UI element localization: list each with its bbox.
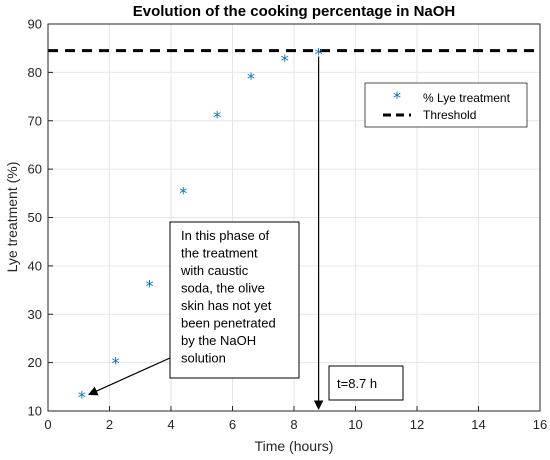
x-tick-labels: 0 2 4 6 8 10 12 14 16 (44, 417, 547, 432)
x-tick-label: 10 (348, 417, 362, 432)
x-tick-label: 0 (44, 417, 51, 432)
legend-label-lye: % Lye treatment (423, 91, 511, 105)
y-tick-label: 80 (28, 65, 42, 80)
annotation-box-early-phase (169, 221, 300, 379)
y-tick-label: 70 (28, 113, 42, 128)
x-tick-label: 16 (533, 417, 547, 432)
y-tick-label: 40 (28, 258, 42, 273)
data-point: * (247, 69, 255, 88)
legend-label-threshold: Threshold (423, 108, 476, 122)
y-tick-labels: 10 20 30 40 50 60 70 80 90 (28, 17, 42, 419)
y-tick-label: 30 (28, 307, 42, 322)
legend-box (364, 82, 528, 128)
annotation-line: skin has not yet (181, 298, 272, 313)
x-tick-label: 12 (410, 417, 424, 432)
annotation-box-time (328, 365, 404, 401)
annotations: In this phase of the treatment with causti… (87, 56, 404, 410)
y-tick-label: 10 (28, 404, 42, 419)
data-point: * (78, 388, 86, 407)
x-tick-label: 14 (471, 417, 485, 432)
annotation-arrow-early-phase (87, 357, 171, 396)
data-point: * (112, 354, 120, 373)
x-tick-label: 4 (167, 417, 174, 432)
legend: * % Lye treatment Threshold (364, 82, 528, 128)
data-point: * (315, 45, 323, 64)
y-axis-label: Lye treatment (%) (4, 162, 20, 273)
y-tick-label: 20 (28, 355, 42, 370)
annotation-line: with caustic (180, 263, 249, 278)
x-axis-label: Time (hours) (255, 438, 334, 454)
annotation-line: the treatment (181, 246, 258, 261)
x-tick-label: 6 (229, 417, 236, 432)
y-tick-label: 60 (28, 162, 42, 177)
x-tick-label: 8 (290, 417, 297, 432)
y-tick-label: 90 (28, 17, 42, 32)
data-point: * (179, 183, 187, 202)
annotation-line: In this phase of (181, 228, 270, 243)
x-tick-label: 2 (106, 417, 113, 432)
annotation-line: soda, the olive (181, 281, 265, 296)
annotation-line: been penetrated (181, 316, 276, 331)
data-points: * * * * * * * * (78, 45, 323, 407)
chart-title: Evolution of the cooking percentage in N… (133, 3, 456, 20)
data-point: * (213, 107, 221, 126)
annotation-time-label: t=8.7 h (337, 376, 377, 391)
data-point: * (281, 51, 289, 70)
legend-marker-lye: * (393, 88, 401, 107)
y-tick-label: 50 (28, 210, 42, 225)
axes-frame (47, 23, 541, 412)
annotation-line: by the NaOH (181, 333, 256, 348)
data-point: * (145, 277, 153, 296)
annotation-line: solution (181, 351, 226, 366)
